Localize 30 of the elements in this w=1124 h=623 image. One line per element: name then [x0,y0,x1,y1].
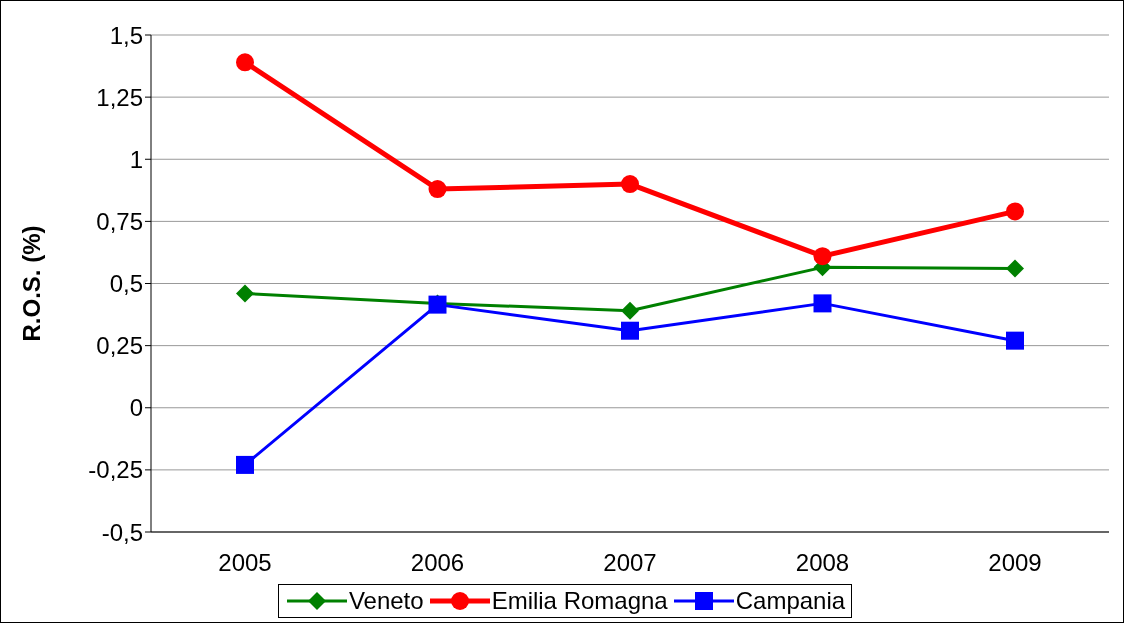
x-tick-label: 2008 [795,549,850,577]
point [1006,331,1024,350]
point [236,284,254,303]
legend-label: Veneto [348,587,424,615]
point [1006,259,1024,278]
y-axis-title: R.O.S. (%) [17,225,45,342]
point [236,455,254,474]
y-tick-label: 1 [129,145,143,173]
y-tick-label: -0,25 [88,456,143,484]
y-tick-label: 0,25 [96,332,143,360]
legend-label: Emilia Romagna [491,587,668,615]
y-tick-label: 1,5 [109,21,143,49]
legend-label: Campania [735,587,846,615]
point [621,301,639,320]
y-tick-label: 0 [129,394,143,422]
point [428,180,447,199]
point [621,321,639,340]
x-tick-label: 2009 [988,549,1042,577]
x-tick-label: 2005 [218,549,272,577]
y-tick-label: 0,75 [96,207,143,235]
y-tick-label: 0,5 [109,270,143,298]
y-tick-label: -0,5 [101,518,143,546]
y-tick-label: 1,25 [96,83,143,111]
x-tick-label: 2007 [603,549,657,577]
point [621,175,639,194]
x-tick-label: 2006 [410,549,465,577]
point [1006,202,1024,221]
point [813,247,832,266]
point [813,294,832,313]
point [236,53,254,72]
